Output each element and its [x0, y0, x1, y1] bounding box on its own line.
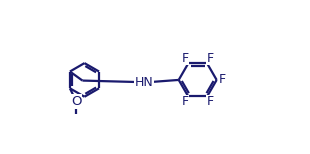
- Text: F: F: [219, 73, 226, 86]
- Text: HN: HN: [135, 76, 153, 89]
- Text: F: F: [207, 52, 214, 65]
- Text: F: F: [182, 95, 189, 108]
- Text: F: F: [207, 95, 214, 108]
- Text: F: F: [182, 52, 189, 65]
- Text: O: O: [71, 95, 82, 108]
